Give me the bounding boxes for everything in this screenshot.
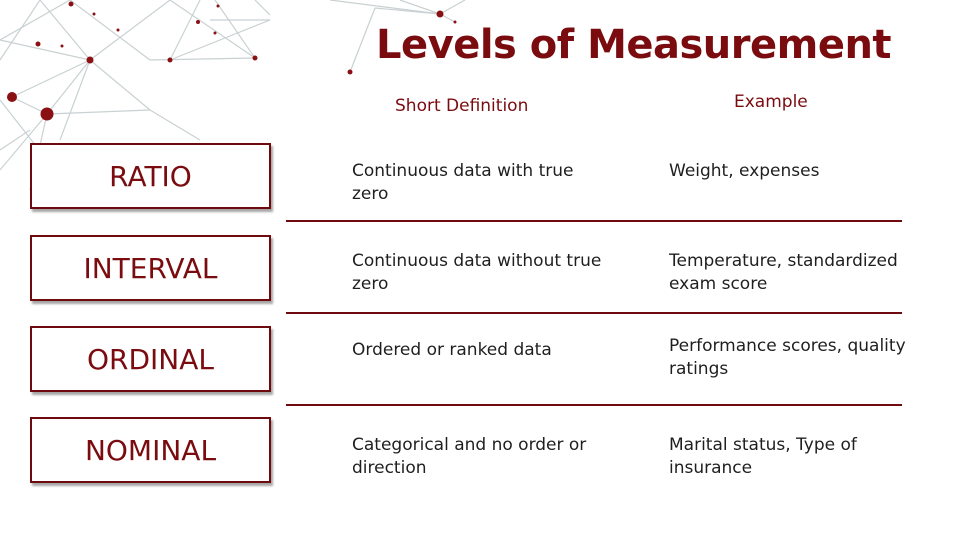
level-box-ratio: RATIO xyxy=(30,143,271,209)
page-title: Levels of Measurement xyxy=(376,22,892,68)
example-interval: Temperature, standardized exam score xyxy=(669,251,898,294)
column-header-definition: Short Definition xyxy=(395,96,529,116)
level-box-interval: INTERVAL xyxy=(30,235,271,301)
example-ordinal: Performance scores, quality ratings xyxy=(669,336,906,379)
row-divider xyxy=(286,404,902,406)
definition-interval: Continuous data without true zero xyxy=(352,251,602,294)
example-nominal: Marital status, Type of insurance xyxy=(669,435,857,478)
column-header-example: Example xyxy=(734,92,808,112)
definition-ratio: Continuous data with true zero xyxy=(352,161,574,204)
level-box-nominal: NOMINAL xyxy=(30,417,271,483)
definition-ordinal: Ordered or ranked data xyxy=(352,340,552,360)
definition-nominal: Categorical and no order or direction xyxy=(352,435,587,478)
level-box-ordinal: ORDINAL xyxy=(30,326,271,392)
example-ratio: Weight, expenses xyxy=(669,161,820,181)
row-divider xyxy=(286,220,902,222)
row-divider xyxy=(286,312,902,314)
